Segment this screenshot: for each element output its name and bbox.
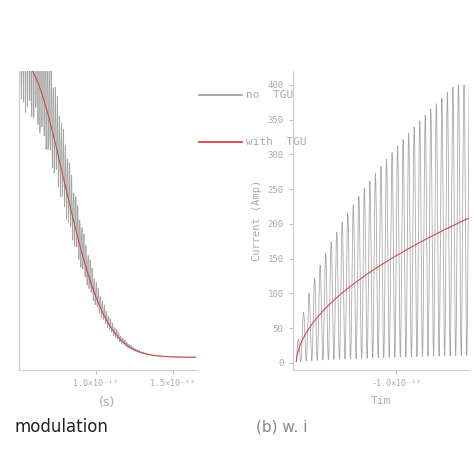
X-axis label: Tim: Tim (371, 396, 391, 406)
Text: no  TGU: no TGU (246, 90, 294, 100)
Text: modulation: modulation (14, 418, 108, 436)
Y-axis label: Current (Amp): Current (Amp) (252, 180, 262, 261)
Text: with  TGU: with TGU (246, 137, 307, 147)
X-axis label: (s): (s) (99, 396, 115, 409)
Text: (b) w. i: (b) w. i (256, 419, 308, 434)
